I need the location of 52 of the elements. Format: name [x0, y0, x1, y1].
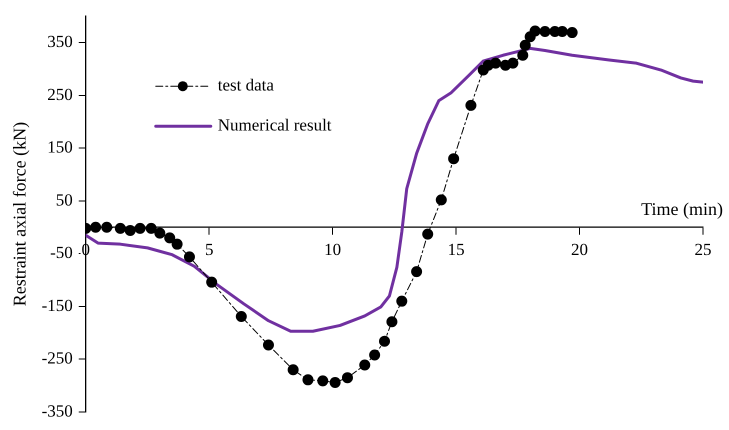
legend-label: test data: [218, 76, 274, 95]
point: [317, 375, 328, 386]
point: [517, 50, 528, 61]
point: [154, 228, 166, 239]
point: [448, 153, 460, 164]
x-tick-label: 10: [324, 240, 342, 259]
point: [90, 222, 102, 233]
y-tick-label: 350: [47, 32, 73, 52]
point: [396, 296, 408, 307]
point: [114, 222, 126, 234]
point: [101, 222, 112, 233]
point: [530, 25, 541, 36]
point: [507, 58, 518, 69]
point: [124, 224, 136, 236]
point: [436, 194, 447, 206]
point: [288, 364, 299, 376]
legend-label: Numerical result: [218, 116, 332, 135]
x-axis-title: Time (min): [641, 199, 724, 220]
point: [164, 232, 176, 244]
point: [134, 222, 146, 234]
y-tick-label: -50: [50, 243, 73, 262]
point: [359, 360, 370, 371]
point: [422, 228, 434, 240]
point: [566, 27, 578, 38]
point: [172, 238, 183, 250]
point: [262, 339, 274, 350]
point: [302, 374, 314, 386]
point: [342, 372, 353, 384]
point: [379, 336, 390, 347]
point: [236, 310, 247, 322]
x-tick-label: 25: [694, 240, 712, 259]
y-tick-label: 150: [47, 138, 73, 157]
y-tick-label: -250: [42, 348, 73, 368]
point: [465, 100, 476, 111]
x-tick-label: 5: [204, 240, 214, 259]
point: [386, 316, 398, 328]
point: [206, 276, 218, 288]
x-tick-label: 15: [448, 240, 465, 259]
x-tick-label: 20: [571, 240, 588, 259]
y-tick-label: -150: [42, 296, 73, 315]
point: [184, 251, 195, 262]
point: [146, 222, 157, 234]
point: [490, 58, 502, 69]
point: [520, 40, 531, 51]
point: [369, 350, 380, 361]
y-tick-label: -350: [42, 401, 73, 420]
point: [411, 266, 422, 278]
y-axis-title: Restraint axial force (kN): [10, 122, 30, 306]
point: [330, 376, 341, 388]
y-tick-label: 250: [47, 84, 73, 104]
y-tick-label: 50: [56, 190, 73, 210]
point: [539, 26, 550, 38]
